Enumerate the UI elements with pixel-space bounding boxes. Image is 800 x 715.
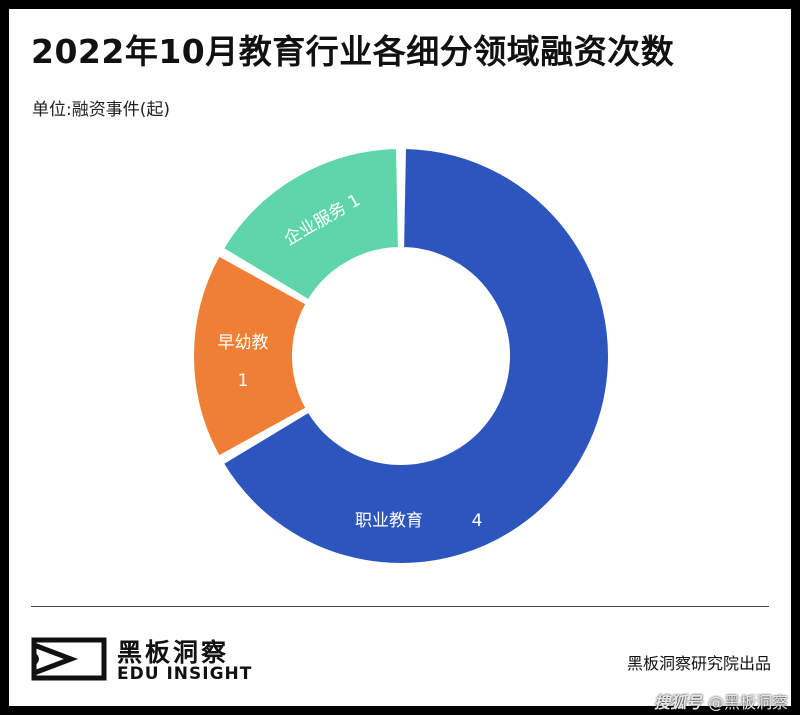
slice-1 — [191, 254, 308, 458]
slice-value-1: 1 — [238, 371, 249, 391]
watermark-logo: 搜狐号 — [653, 693, 702, 712]
slice-value-0: 4 — [472, 511, 483, 531]
slice-label-0: 职业教育 — [355, 511, 423, 531]
slice-0 — [221, 147, 610, 565]
watermark-text: @黑板洞察 — [707, 693, 788, 712]
chart-card: 2022年10月教育行业各细分领域融资次数 单位:融资事件(起) 职业教育 4 早幼… — [9, 9, 791, 706]
brand-name-en: EDU INSIGHT — [117, 664, 253, 684]
watermark: 搜狐号 @黑板洞察 — [654, 689, 788, 713]
slice-2 — [221, 147, 400, 302]
source-note: 黑板洞察研究院出品 — [626, 654, 771, 673]
slice-label-1: 早幼教 — [218, 333, 269, 353]
footer-divider — [31, 606, 769, 607]
brand-name-cn: 黑板洞察 — [117, 638, 230, 667]
chart-title: 2022年10月教育行业各细分领域融资次数 — [31, 32, 675, 71]
unit-label: 单位:融资事件(起) — [32, 100, 170, 120]
eye-play-icon — [31, 637, 107, 681]
